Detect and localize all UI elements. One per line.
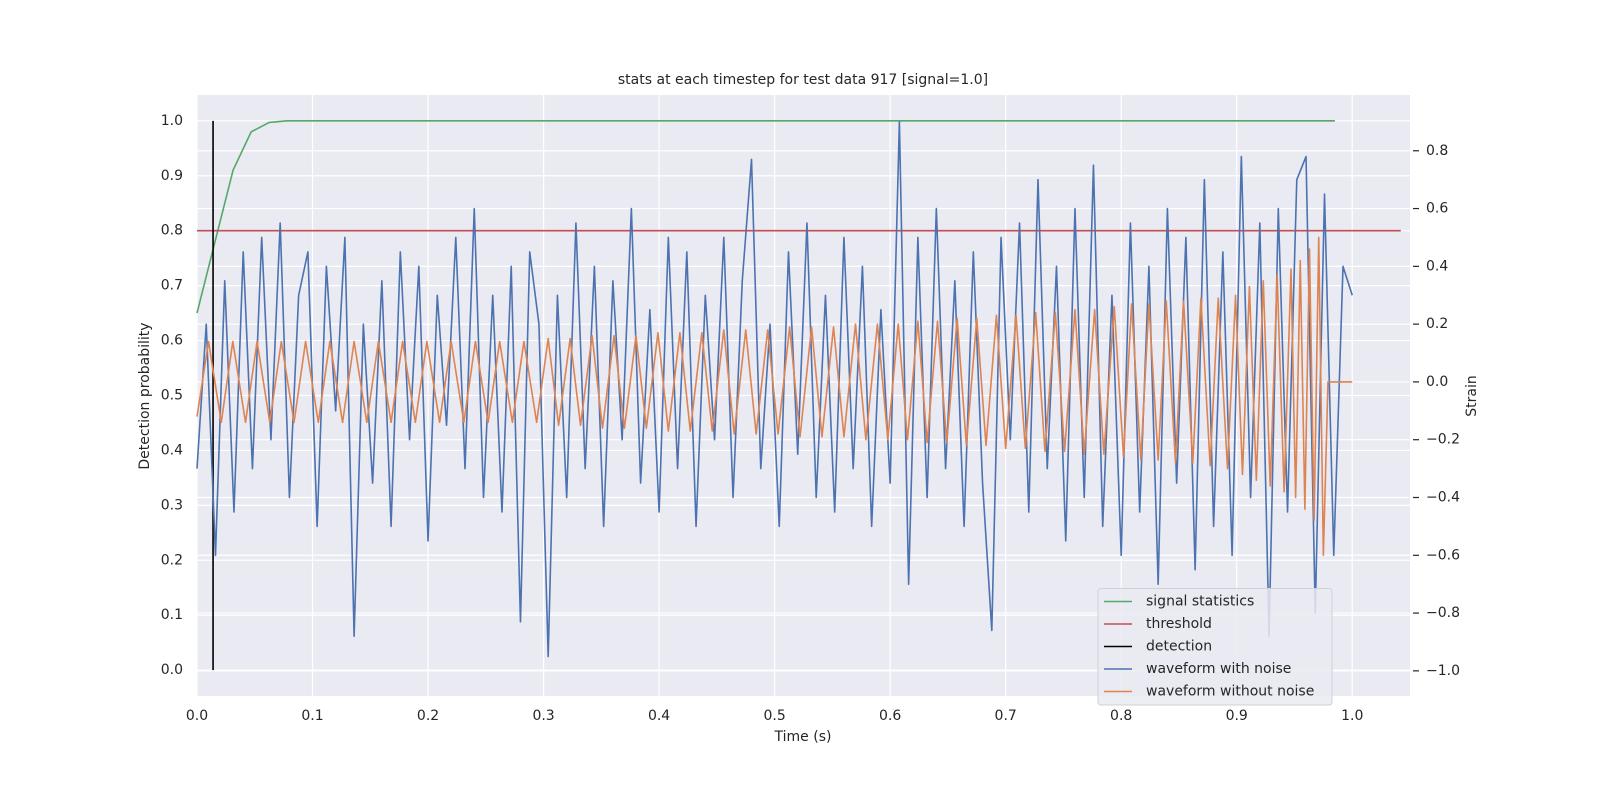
- x-axis-label: Time (s): [774, 729, 832, 745]
- y2-tick-label: 0.0: [1426, 374, 1448, 390]
- lines: [196, 120, 1401, 671]
- chart-title: stats at each timestep for test data 917…: [618, 72, 988, 88]
- y-tick-label: 0.1: [161, 607, 183, 623]
- x-tick-label: 0.7: [995, 708, 1017, 724]
- x-tick-label: 0.2: [417, 708, 439, 724]
- y-tick-label: 1.0: [161, 113, 183, 129]
- series-line: [196, 120, 1335, 314]
- x-tick-label: 0.9: [1226, 708, 1248, 724]
- legend-label: threshold: [1146, 616, 1212, 632]
- x-tick-label: 0.6: [879, 708, 901, 724]
- x-tick-label: 0.4: [648, 708, 670, 724]
- x-tick-label: 1.0: [1341, 708, 1363, 724]
- legend: signal statistics threshold detection wavef…: [1097, 588, 1333, 706]
- x-tick-label: 0.0: [186, 708, 208, 724]
- x-tick-label: 0.5: [763, 708, 785, 724]
- x-tick-label: 0.8: [1110, 708, 1132, 724]
- series-line: [196, 236, 1353, 557]
- y-tick-label: 0.9: [161, 168, 183, 184]
- axes: 0.0 0.1 0.2 0.3 0.4 0.5 0.6 0.7 0.8 0.9 1.0 0.0 0.1 0…: [161, 113, 1460, 724]
- x-tick-label: 0.3: [532, 708, 554, 724]
- legend-box: [1097, 588, 1333, 706]
- y-tick-label: 0.5: [161, 388, 183, 404]
- y-tick-label: 0.2: [161, 552, 183, 568]
- y-axis-label: Detection probability: [137, 322, 153, 469]
- y-tick-label: 0.4: [161, 442, 183, 458]
- y2-tick-label: 0.8: [1426, 143, 1448, 159]
- legend-label: signal statistics: [1146, 594, 1254, 610]
- legend-label: waveform without noise: [1146, 684, 1314, 700]
- y2-tick-label: 0.4: [1426, 258, 1448, 274]
- y-tick-label: 0.0: [161, 662, 183, 678]
- y2-tick-label: −0.4: [1426, 489, 1460, 505]
- legend-label: detection: [1146, 639, 1212, 655]
- legend-label: waveform with noise: [1146, 661, 1291, 677]
- series-line: [196, 121, 1354, 658]
- y-tick-label: 0.8: [161, 223, 183, 239]
- y2-tick-label: 0.6: [1426, 201, 1448, 217]
- y2-tick-label: −0.8: [1426, 605, 1460, 621]
- y2-axis-label: Strain: [1464, 375, 1480, 416]
- y-tick-label: 0.3: [161, 497, 183, 513]
- y2-tick-label: −0.2: [1426, 432, 1460, 448]
- y-tick-label: 0.6: [161, 333, 183, 349]
- x-tick-label: 0.1: [301, 708, 323, 724]
- y2-tick-label: 0.2: [1426, 316, 1448, 332]
- y2-tick-label: −0.6: [1426, 547, 1460, 563]
- y-tick-label: 0.7: [161, 278, 183, 294]
- y2-tick-label: −1.0: [1426, 663, 1460, 679]
